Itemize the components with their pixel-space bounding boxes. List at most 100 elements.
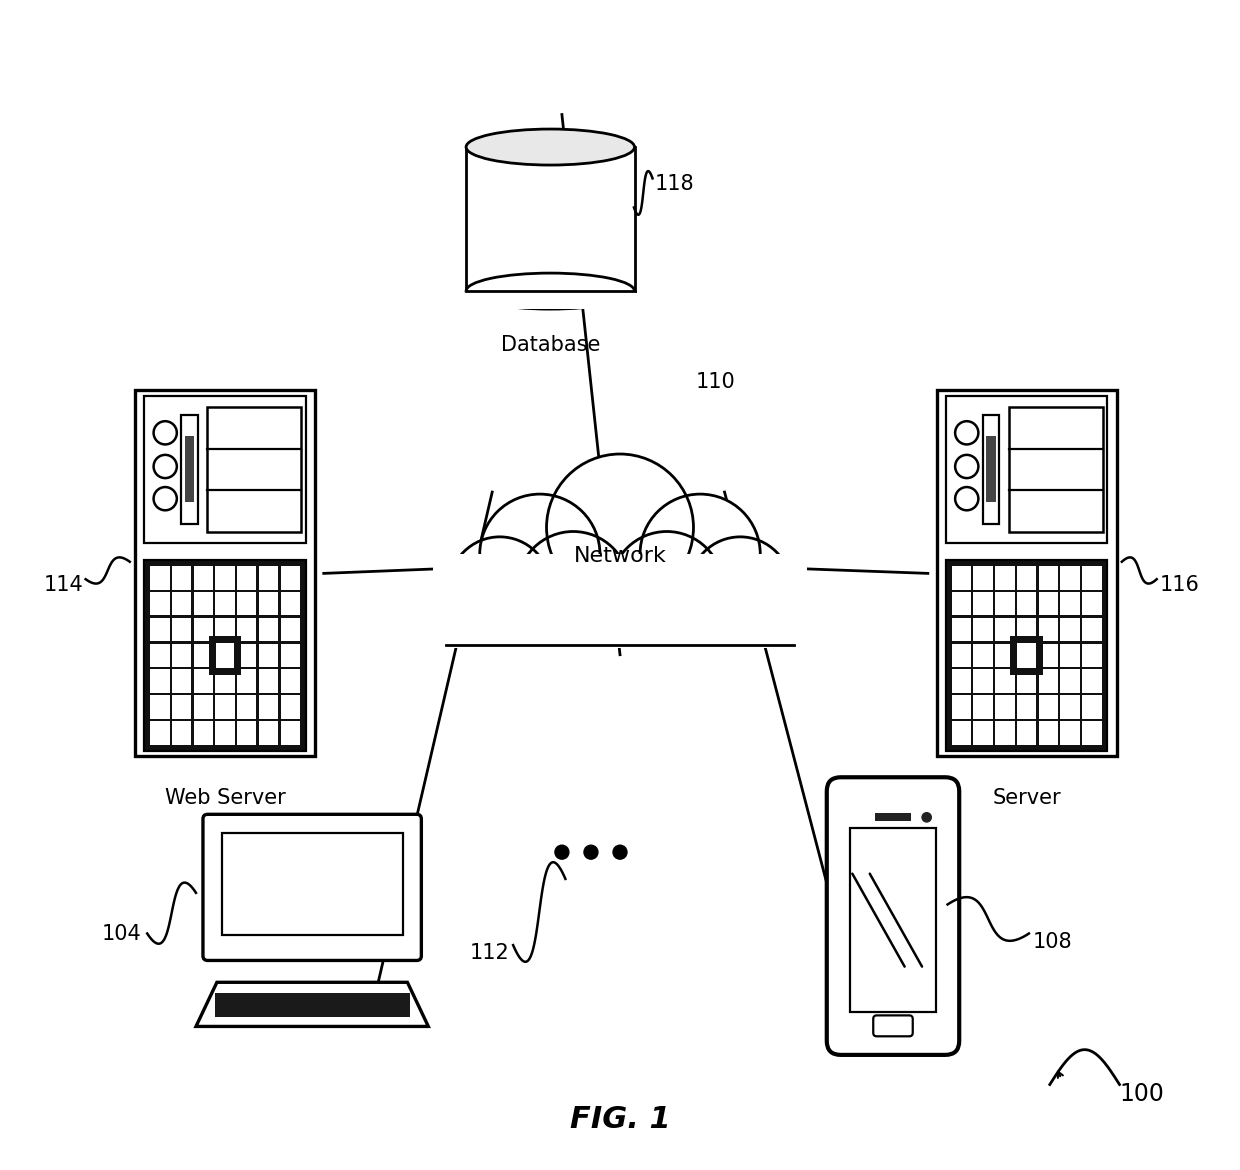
Bar [280,618,300,641]
Bar [259,721,278,745]
Bar [150,669,170,693]
Circle shape [613,845,627,859]
Bar [433,555,807,648]
Bar [181,414,197,524]
Bar [144,397,306,543]
Bar [951,592,971,615]
Bar [874,813,911,821]
Circle shape [154,421,177,445]
Bar [150,695,170,718]
Bar [1008,407,1102,531]
Bar [193,644,213,667]
Bar [996,618,1014,641]
Text: 118: 118 [655,174,694,194]
Bar [280,566,300,590]
Bar [1060,592,1080,615]
Bar [185,436,195,502]
Bar [237,618,257,641]
Bar [216,592,234,615]
Bar [259,592,278,615]
Bar [996,566,1014,590]
Bar [973,618,993,641]
Bar [259,695,278,718]
Bar [237,592,257,615]
Bar [144,560,306,750]
Bar [237,695,257,718]
Bar [193,592,213,615]
Bar [150,618,170,641]
Circle shape [640,494,760,614]
Bar [216,644,234,667]
Bar [172,695,191,718]
Bar [150,721,170,745]
Bar [973,695,993,718]
Bar [150,566,170,590]
Bar [465,291,636,309]
Bar [1017,592,1037,615]
Bar [280,592,300,615]
Bar [973,592,993,615]
Bar [973,566,993,590]
Bar [1039,721,1058,745]
Bar [172,592,191,615]
Ellipse shape [466,129,635,165]
Bar [951,669,971,693]
Bar [259,618,278,641]
Bar [1060,669,1080,693]
Bar [1083,592,1101,615]
Bar [237,721,257,745]
Bar [216,618,234,641]
Bar [973,644,993,667]
Bar [951,721,971,745]
Bar [973,721,993,745]
Bar [1017,721,1037,745]
Bar [849,828,936,1012]
Bar [951,695,971,718]
Circle shape [517,531,630,644]
Bar [259,566,278,590]
Bar [936,391,1116,756]
Bar [216,669,234,693]
Text: 112: 112 [470,943,510,963]
Bar [1039,695,1058,718]
Text: FIG. 1: FIG. 1 [569,1104,671,1134]
Circle shape [547,454,693,601]
Circle shape [689,537,791,639]
Bar [208,636,242,675]
Bar [1039,644,1058,667]
Bar [1017,669,1037,693]
Circle shape [610,531,723,644]
Circle shape [154,487,177,510]
Polygon shape [196,983,428,1026]
Bar [193,566,213,590]
Text: 108: 108 [1033,931,1073,951]
Circle shape [955,487,978,510]
Text: 110: 110 [696,372,735,392]
Bar [259,669,278,693]
Bar [280,669,300,693]
FancyBboxPatch shape [873,1016,913,1037]
Bar [1060,566,1080,590]
Text: 114: 114 [43,574,83,596]
Bar [172,566,191,590]
Bar [1083,644,1101,667]
Bar [237,644,257,667]
Bar [1039,592,1058,615]
Bar [951,618,971,641]
Bar [150,644,170,667]
Bar [222,833,403,935]
Bar [237,566,257,590]
Bar [946,397,1107,543]
Bar [280,644,300,667]
Bar [951,566,971,590]
Circle shape [955,455,978,479]
Bar [172,644,191,667]
FancyBboxPatch shape [203,814,422,961]
Bar [1017,618,1037,641]
Circle shape [584,845,598,859]
Bar [1083,721,1101,745]
Bar [193,695,213,718]
Bar [216,644,234,668]
Bar [1017,695,1037,718]
Text: 116: 116 [1161,574,1200,596]
